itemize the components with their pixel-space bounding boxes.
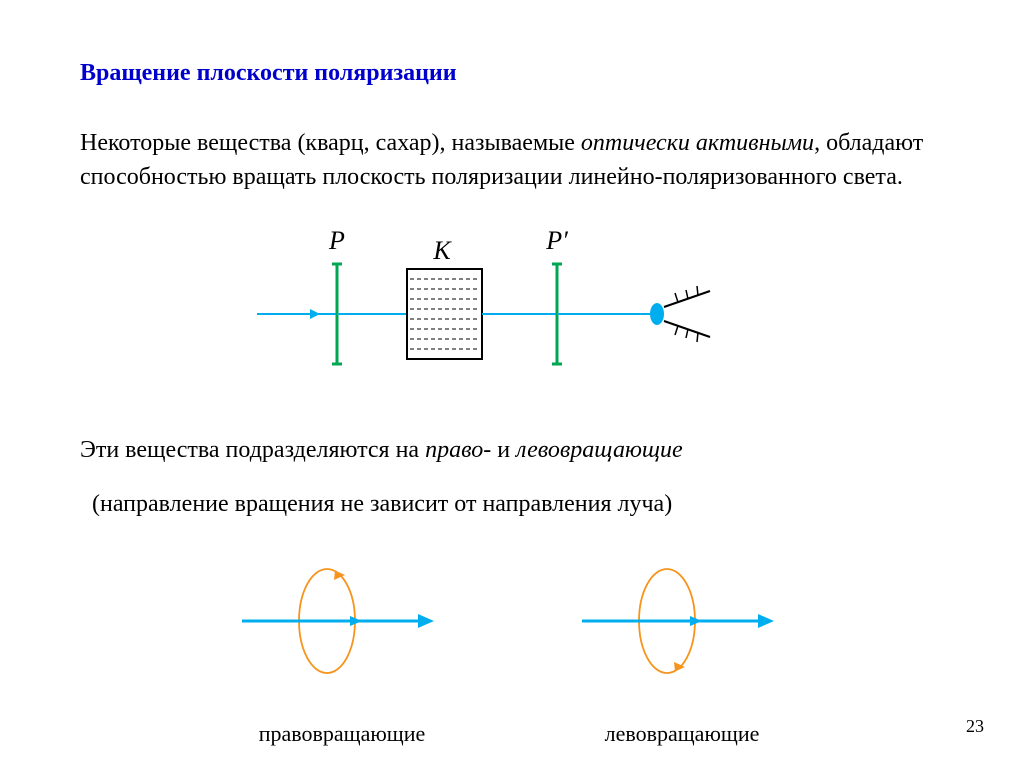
- arrow-mid-r: [350, 616, 362, 626]
- eye-icon: [650, 286, 710, 342]
- right-rotation-diagram: [222, 551, 462, 711]
- ray-arrowhead-1: [310, 309, 320, 319]
- paragraph-3: (направление вращения не зависит от напр…: [80, 488, 944, 522]
- label-p: P: [328, 226, 345, 255]
- arrow-mid-l: [690, 616, 702, 626]
- rotation-diagrams: правовращающие левовращающие: [80, 551, 944, 747]
- arrow-head-r: [418, 614, 434, 628]
- p2-italic2: левовращающие: [516, 437, 683, 463]
- left-rotation-diagram: [562, 551, 802, 711]
- page-title: Вращение плоскости поляризации: [80, 60, 944, 87]
- page-number: 23: [966, 716, 984, 737]
- optical-setup-diagram: P K P′: [212, 214, 812, 394]
- paragraph-1: Некоторые вещества (кварц, сахар), назыв…: [80, 127, 944, 194]
- p1-part1: Некоторые вещества (кварц, сахар), назыв…: [80, 130, 581, 156]
- left-rotation-label: левовращающие: [562, 721, 802, 747]
- p1-italic: оптически активными: [581, 130, 814, 156]
- label-pprime: P′: [545, 226, 568, 255]
- label-k: K: [432, 236, 452, 265]
- p2-part1: Эти вещества подразделяются на: [80, 437, 425, 463]
- arrow-head-l: [758, 614, 774, 628]
- p2-part2: и: [491, 437, 516, 463]
- paragraph-2: Эти вещества подразделяются на право- и …: [80, 434, 944, 468]
- p2-italic1: право-: [425, 437, 491, 463]
- right-rotation-label: правовращающие: [222, 721, 462, 747]
- crystal-box: [407, 269, 482, 359]
